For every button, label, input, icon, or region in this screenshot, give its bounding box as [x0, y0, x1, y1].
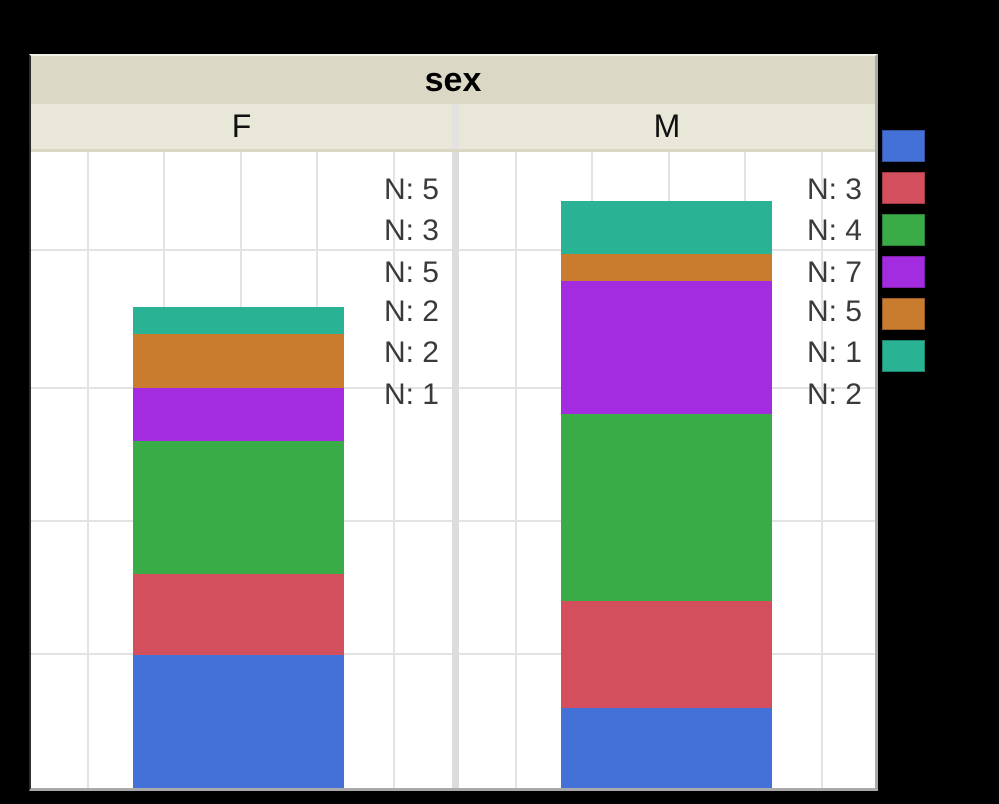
- legend-swatch-series-3-green[interactable]: [882, 214, 925, 246]
- legend-swatch-series-1-blue[interactable]: [882, 130, 925, 162]
- facet-title-strip: sex: [31, 56, 875, 104]
- legend-swatch-series-5-orange[interactable]: [882, 298, 925, 330]
- gridline-vertical: [515, 152, 517, 788]
- bar-segment-M-series-6-teal[interactable]: [561, 200, 772, 255]
- count-annotation-M-1: N: 3: [806, 173, 862, 206]
- count-annotation-F-5: N: 2: [383, 336, 439, 369]
- count-annotation-M-6: N: 2: [806, 378, 862, 411]
- gridline-vertical: [393, 152, 395, 788]
- facet-label-f: F: [231, 108, 252, 144]
- count-annotation-M-2: N: 4: [806, 214, 862, 247]
- panel-divider: [452, 152, 459, 788]
- bar-segment-F-series-5-orange[interactable]: [133, 334, 344, 388]
- stacked-bar-F[interactable]: [133, 307, 344, 788]
- stacked-bar-M[interactable]: [561, 200, 772, 788]
- panel-f: N: 5 N: 3 N: 5 N: 2 N: 2 N: 1: [31, 152, 452, 788]
- count-annotation-F-1: N: 5: [383, 173, 439, 206]
- bar-segment-M-series-1-blue[interactable]: [561, 707, 772, 788]
- bar-segment-F-series-6-teal[interactable]: [133, 307, 344, 335]
- legend-swatch-series-6-teal[interactable]: [882, 340, 925, 372]
- count-annotation-M-5: N: 1: [806, 336, 862, 369]
- facet-label-strips: F M: [31, 104, 875, 152]
- bar-segment-F-series-3-green[interactable]: [133, 440, 344, 575]
- bar-segment-M-series-2-red[interactable]: [561, 601, 772, 708]
- count-annotation-M-3: N: 7: [806, 256, 862, 289]
- count-annotation-M-4: N: 5: [806, 295, 862, 328]
- panel-m: N: 3 N: 4 N: 7 N: 5 N: 1 N: 2: [459, 152, 875, 788]
- facet-title-label: sex: [424, 60, 482, 99]
- legend-swatch-series-2-red[interactable]: [882, 172, 925, 204]
- bar-segment-F-series-2-red[interactable]: [133, 574, 344, 655]
- bar-segment-M-series-4-purple[interactable]: [561, 280, 772, 415]
- facet-label-m: M: [653, 108, 681, 144]
- count-annotation-F-3: N: 5: [383, 256, 439, 289]
- gridline-vertical: [821, 152, 823, 788]
- plot-panels: N: 5 N: 3 N: 5 N: 2 N: 2 N: 1 N: 3 N: 4 N: 7 N: …: [31, 152, 875, 788]
- count-annotation-F-6: N: 1: [383, 378, 439, 411]
- bar-segment-F-series-1-blue[interactable]: [133, 654, 344, 788]
- facet-strip-f: F: [31, 104, 452, 149]
- legend-swatch-series-4-purple[interactable]: [882, 256, 925, 288]
- bar-segment-F-series-4-purple[interactable]: [133, 387, 344, 441]
- count-annotation-F-4: N: 2: [383, 295, 439, 328]
- gridline-vertical: [87, 152, 89, 788]
- bar-segment-M-series-5-orange[interactable]: [561, 254, 772, 281]
- bar-segment-M-series-3-green[interactable]: [561, 414, 772, 602]
- legend: [882, 130, 925, 372]
- facet-strip-m: M: [459, 104, 875, 149]
- facet-strip-divider: [452, 104, 459, 149]
- gridline-horizontal: [31, 249, 452, 251]
- faceted-stacked-bar-chart: sex F M N: 5 N: 3 N: 5 N: 2 N: 2 N: 1 N: 3 N: …: [29, 54, 878, 791]
- count-annotation-F-2: N: 3: [383, 214, 439, 247]
